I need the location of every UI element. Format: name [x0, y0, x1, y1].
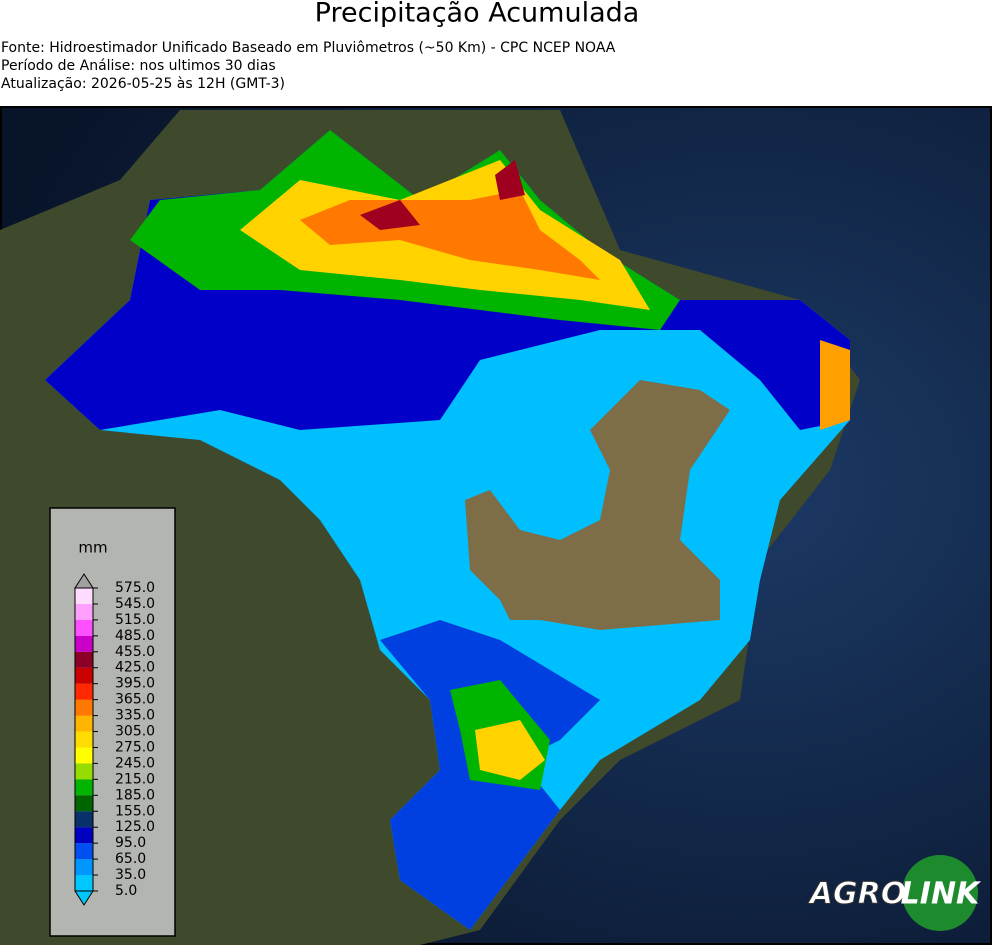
- tick-label: 485.0: [115, 628, 155, 644]
- logo-circle: [902, 855, 978, 931]
- precip-region: [360, 160, 525, 230]
- subtitle-line: Atualização: 2026-05-25 às 12H (GMT-3): [1, 76, 285, 92]
- tick-label: 95.0: [115, 835, 146, 851]
- subtitle-line: Período de Análise: nos ultimos 30 dias: [1, 58, 276, 74]
- subtitle-line: Fonte: Hidroestimador Unificado Baseado …: [1, 40, 616, 56]
- colorbar-segment: [75, 603, 93, 620]
- tick-label: 5.0: [115, 883, 137, 899]
- colorbar-unit: mm: [78, 539, 107, 557]
- tick-label: 245.0: [115, 755, 155, 771]
- colorbar: mm 5.035.065.095.0125.0155.0185.0215.024…: [49, 507, 176, 937]
- tick-label: 425.0: [115, 660, 155, 676]
- logo: AGRO LINK: [807, 855, 982, 931]
- tick-label: 155.0: [115, 803, 155, 819]
- colorbar-box: [49, 507, 176, 937]
- colorbar-segment: [75, 859, 93, 876]
- tick-label: 185.0: [115, 787, 155, 803]
- colorbar-segment: [75, 731, 93, 748]
- tick-label: 455.0: [115, 644, 155, 660]
- logo-text: LINK: [901, 877, 982, 912]
- colorbar-segment: [75, 843, 93, 860]
- colorbar-segment: [75, 827, 93, 844]
- colorbar-segment: [75, 875, 93, 891]
- colorbar-segment: [75, 699, 93, 716]
- tick-label: 365.0: [115, 692, 155, 708]
- dry-area: [465, 380, 730, 630]
- colorbar-segment: [75, 747, 93, 764]
- colorbar-segment: [75, 683, 93, 700]
- tick-label: 515.0: [115, 612, 155, 628]
- colorbar-segment: [75, 667, 93, 684]
- colorbar-segment: [75, 588, 93, 604]
- precip-region: [475, 720, 545, 780]
- colorbar-segment: [75, 619, 93, 636]
- colorbar-segment: [75, 651, 93, 668]
- colorbar-segment: [75, 795, 93, 812]
- colorbar-segment: [75, 779, 93, 796]
- tick-label: 575.0: [115, 580, 155, 596]
- tick-label: 305.0: [115, 724, 155, 740]
- tick-label: 275.0: [115, 739, 155, 755]
- colorbar-segment: [75, 635, 93, 652]
- tick-label: 65.0: [115, 851, 146, 867]
- tick-label: 35.0: [115, 867, 146, 883]
- colorbar-segment: [75, 715, 93, 732]
- precip-region: [820, 340, 850, 430]
- title: Precipitação Acumulada: [315, 0, 640, 29]
- colorbar-outline: [74, 587, 94, 892]
- logo-text: AGRO: [808, 877, 906, 912]
- tick-label: 545.0: [115, 596, 155, 612]
- tick-label: 215.0: [115, 771, 155, 787]
- tick-label: 395.0: [115, 676, 155, 692]
- colorbar-segment: [75, 811, 93, 828]
- colorbar-segment: [75, 763, 93, 780]
- tick-label: 335.0: [115, 708, 155, 724]
- tick-label: 125.0: [115, 819, 155, 835]
- map: [0, 106, 992, 945]
